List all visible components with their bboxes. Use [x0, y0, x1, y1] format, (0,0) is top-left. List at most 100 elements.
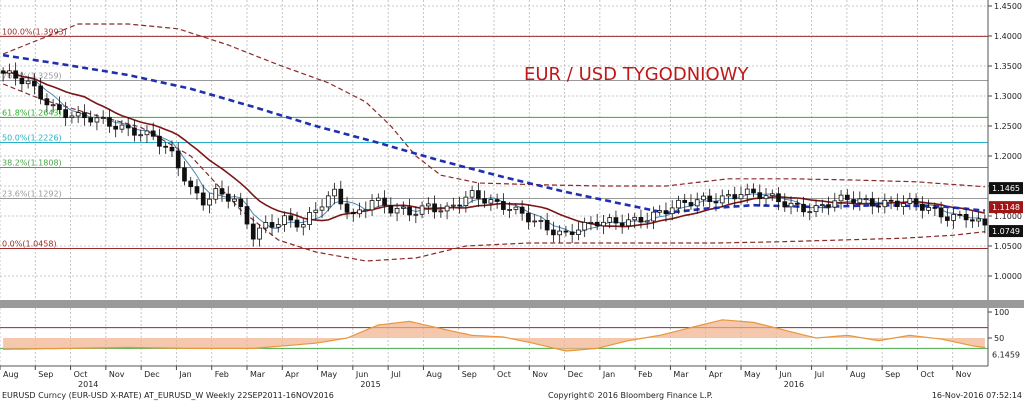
fib-label: 0.0%(1.0458): [2, 240, 57, 249]
candle-up: [332, 188, 337, 197]
price-tick-label: 1.0500: [994, 242, 1022, 251]
candle-up: [325, 195, 331, 208]
candle-down: [970, 219, 975, 222]
year-label: 2016: [784, 380, 804, 389]
candle-down: [501, 201, 506, 210]
price-tick-label: 1.2000: [994, 152, 1022, 161]
candle-down: [250, 223, 256, 240]
candle-down: [613, 217, 619, 224]
candle-down: [476, 190, 481, 199]
candle-up: [400, 206, 406, 209]
candle-down: [125, 124, 131, 129]
candle-up: [676, 199, 681, 209]
price-tags: 1.1465 1.1148 1.0749: [989, 182, 1023, 238]
candle-down: [569, 231, 575, 235]
candle-up: [951, 213, 956, 221]
candle-down: [163, 145, 169, 148]
rsi-line: [3, 319, 985, 352]
month-label: Sep: [885, 370, 900, 379]
candle-up: [738, 194, 744, 200]
candle-down: [219, 188, 225, 195]
candle-up: [832, 200, 838, 208]
candle-down: [938, 207, 944, 218]
month-label: Jun: [355, 370, 369, 379]
candle-down: [182, 167, 187, 182]
candle-up: [444, 205, 450, 212]
candle-up: [976, 218, 981, 222]
candle-down: [82, 112, 87, 119]
month-label: Aug: [850, 370, 866, 379]
sma-short-line: [3, 71, 986, 233]
candle-up: [882, 199, 888, 208]
candle-up: [926, 207, 931, 211]
month-label: Dec: [568, 370, 583, 379]
candle-down: [826, 204, 831, 208]
sma-long-line: [2, 71, 986, 228]
candle-up: [632, 216, 638, 221]
candle-up: [857, 198, 863, 204]
month-label: Mar: [673, 370, 689, 379]
month-label: Apr: [709, 370, 724, 379]
fib-label: 23.6%(1.1292): [2, 189, 62, 198]
candle-down: [688, 202, 694, 207]
candle-down: [869, 198, 875, 207]
candle-down: [519, 206, 525, 214]
candle-down: [225, 193, 231, 202]
candle-up: [744, 188, 750, 195]
candle-down: [382, 197, 387, 206]
candle-up: [807, 211, 813, 214]
candle-down: [794, 202, 800, 205]
candle-up: [419, 205, 425, 215]
candle-up: [582, 222, 588, 231]
candle-up: [319, 206, 325, 211]
envelope-bands: [2, 23, 985, 262]
candle-up: [451, 204, 456, 207]
candle-up: [513, 206, 519, 210]
month-label: Apr: [285, 370, 300, 379]
month-label: Feb: [638, 370, 652, 379]
candle-down: [888, 199, 894, 202]
fib-label: 61.8%(1.2643): [2, 108, 62, 117]
year-label: 2014: [78, 380, 98, 389]
rsi-tick-label: 50: [994, 334, 1004, 343]
candle-down: [19, 77, 25, 85]
candle-up: [669, 207, 675, 215]
candle-down: [638, 216, 644, 223]
candle-down: [338, 188, 344, 205]
candle-down: [894, 200, 900, 207]
month-label: Jul: [814, 370, 825, 379]
fib-label: 100.0%(1.3993): [2, 27, 67, 36]
candle-up: [7, 70, 12, 74]
candle-up: [726, 194, 731, 197]
candle-up: [763, 195, 769, 200]
month-label: Mar: [250, 370, 266, 379]
candle-down: [801, 203, 806, 213]
candle-down: [707, 195, 713, 202]
price-tag-label: 1.0749: [992, 227, 1020, 236]
chart-title: EUR / USD TYGODNIOWY: [524, 64, 749, 85]
candle-up: [75, 112, 81, 117]
candle-down: [0, 70, 6, 74]
candle-up: [313, 209, 319, 213]
candle-down: [551, 229, 556, 236]
candle-down: [269, 222, 275, 228]
month-label: May: [744, 370, 761, 379]
price-tick-label: 1.0000: [994, 272, 1022, 281]
candle-down: [157, 135, 162, 147]
candle-down: [682, 199, 688, 203]
candle-down: [757, 192, 763, 200]
candle-down: [732, 194, 738, 200]
candle-up: [300, 224, 306, 228]
fib-label: 76.4%(1.3259): [2, 71, 62, 80]
month-label: Oct: [497, 370, 511, 379]
candle-up: [601, 221, 606, 227]
candle-up: [119, 124, 125, 130]
candle-up: [819, 204, 825, 207]
candle-up: [469, 190, 475, 198]
candle-down: [132, 127, 137, 136]
candle-up: [538, 220, 544, 222]
candle-up: [901, 203, 906, 207]
candle-down: [350, 211, 356, 215]
candle-down: [288, 215, 294, 221]
candle-down: [194, 186, 200, 194]
